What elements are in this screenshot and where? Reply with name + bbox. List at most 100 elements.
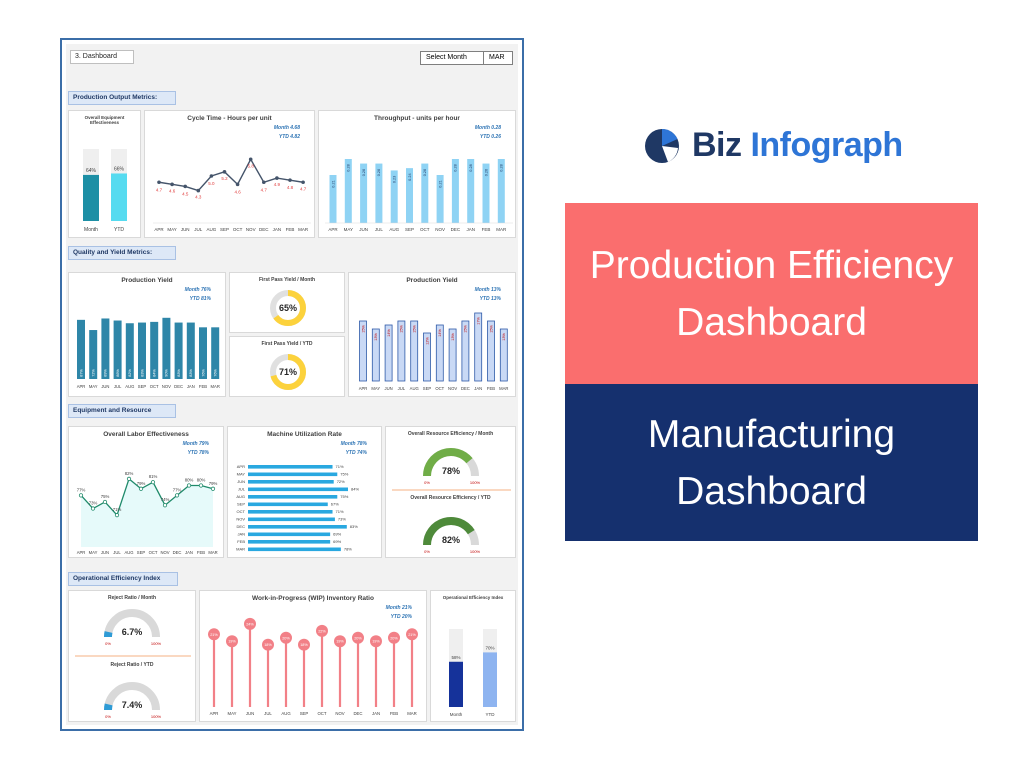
bar	[248, 480, 334, 484]
data-label: 4.7	[156, 187, 163, 192]
data-label: 0.28	[500, 164, 504, 171]
data-point	[138, 486, 144, 491]
lollipop-head	[370, 635, 382, 648]
logo-text-infograph: Infograph	[750, 126, 903, 164]
x-tick-label: NOV	[162, 384, 171, 389]
data-label: 20%	[282, 636, 290, 640]
data-label: 79%	[137, 481, 146, 486]
production-yield-right-title: Production Yield	[406, 277, 458, 284]
fpy-ytd-card: First Pass Yield / YTD 71%	[229, 336, 345, 397]
data-label: 15%	[464, 325, 468, 333]
x-tick-label: JUL	[398, 386, 406, 391]
bar	[483, 652, 497, 707]
throughput-chart: 0.21 0.28 0.26 0.26 0.23 0.24 0.26 0.21 0.28 0.28…	[325, 159, 513, 232]
cycle-time-title: Cycle Time - Hours per unit	[187, 115, 272, 122]
fpy-month-arc	[270, 290, 306, 326]
machine-util-chart: APR 71% MAY 75% JUN 72% JUL 84% AUG 75% SEP 67% OCT 7…	[236, 464, 359, 552]
x-tick-label: OCT	[317, 711, 326, 716]
x-tick-label: AUG	[124, 550, 133, 555]
x-tick-label: APR	[359, 386, 368, 391]
x-tick-label: JUN	[101, 550, 109, 555]
fpy-month-card: First Pass Yield / Month 65%	[229, 272, 345, 333]
data-label: 84%	[351, 487, 359, 492]
data-label: 4.8	[287, 185, 294, 190]
cycle-time-card: Cycle Time - Hours per unit Month 4.68 Y…	[144, 110, 315, 238]
data-label: 69%	[333, 539, 341, 544]
y-tick-label: OCT	[237, 509, 246, 514]
bar	[248, 540, 331, 544]
select-month-label: Select Month	[420, 51, 484, 65]
y-tick-label: MAY	[237, 472, 246, 477]
bar	[371, 328, 380, 382]
data-label: 4.9	[274, 182, 281, 187]
data-point	[210, 486, 216, 491]
data-label: 20%	[354, 636, 362, 640]
x-tick-label: JUN	[181, 227, 190, 232]
x-tick-label: DEC	[461, 386, 470, 391]
bar	[199, 327, 207, 379]
bar	[436, 175, 444, 223]
throughput-title: Throughput - units per hour	[374, 115, 460, 122]
lollipop-head	[244, 617, 256, 630]
data-point	[157, 180, 161, 185]
data-label: 75%	[101, 494, 110, 499]
reject-month-min: 0%	[105, 641, 111, 646]
bar	[482, 163, 490, 223]
data-label: 58%	[451, 655, 460, 660]
data-label: 0.26	[484, 169, 488, 176]
bar	[344, 159, 352, 223]
bar	[138, 322, 146, 379]
reject-month-value: 6.7%	[122, 627, 143, 637]
bar	[248, 502, 328, 507]
data-point	[198, 483, 204, 488]
month-selector[interactable]: MAR	[483, 51, 513, 65]
x-tick-label: MAY	[167, 227, 176, 232]
data-label: 21%	[408, 633, 416, 637]
data-label: 20%	[390, 636, 398, 640]
x-tick-label: JUL	[114, 384, 122, 389]
production-yield-left-ytd: YTD 81%	[189, 296, 211, 302]
data-label: 77%	[77, 487, 86, 492]
x-tick-label: FEB	[482, 227, 491, 232]
x-tick-label: MAY	[89, 384, 98, 389]
x-tick-label: MAR	[298, 227, 309, 232]
reject-ytd-max: 100%	[151, 714, 162, 719]
bar	[248, 472, 338, 477]
x-tick-label: FEB	[390, 711, 398, 716]
production-yield-left-card: Production Yield Month 76% YTD 81% 87% 72…	[68, 272, 226, 397]
production-yield-right-month: Month 13%	[474, 287, 501, 293]
bar	[329, 175, 337, 223]
x-tick-label: SEP	[405, 227, 414, 232]
data-label: 82%	[128, 369, 132, 377]
fpy-ytd-arc	[270, 354, 306, 390]
x-tick-label: APR	[328, 227, 338, 232]
x-tick-label: DEC	[259, 227, 269, 232]
x-tick-label: JUN	[385, 386, 393, 391]
pie-logo-icon	[645, 129, 679, 163]
x-tick-label: JAN	[273, 227, 282, 232]
data-label: 76%	[201, 369, 205, 377]
production-yield-right-ytd: YTD 13%	[479, 296, 501, 302]
x-tick-label: MAR	[499, 386, 508, 391]
x-tick-label: JUL	[194, 227, 202, 232]
reject-ytd-arc	[104, 703, 113, 711]
data-label: 18%	[300, 643, 308, 647]
data-label: 73%	[338, 517, 346, 522]
x-tick-label: DEC	[353, 711, 362, 716]
lollipop-head	[280, 631, 292, 644]
data-label: 4.7	[261, 187, 268, 192]
x-tick-label: JUN	[101, 384, 109, 389]
x-tick-label: MAR	[407, 711, 417, 716]
x-tick-label: SEP	[137, 550, 146, 555]
biz-infograph-logo: Biz Infograph	[640, 124, 910, 168]
data-point	[78, 493, 84, 498]
data-label: 77%	[173, 487, 182, 492]
data-label: 64%	[86, 168, 97, 174]
data-label: 13%	[451, 333, 455, 341]
x-tick-label: OCT	[149, 550, 158, 555]
data-label: 71%	[113, 507, 122, 512]
bar	[77, 319, 85, 379]
bar	[89, 330, 98, 379]
data-label: 82%	[125, 471, 134, 476]
